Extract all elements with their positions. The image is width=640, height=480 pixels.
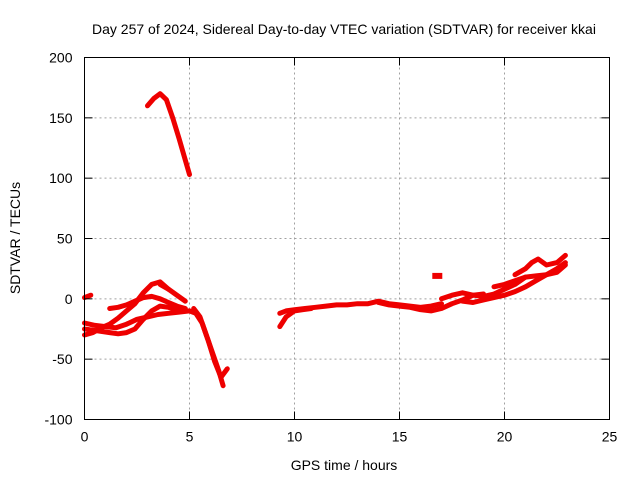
- y-tick-label: 100: [49, 170, 73, 186]
- x-axis-label: GPS time / hours: [291, 457, 398, 473]
- series-arc-12: [439, 274, 528, 302]
- series-arc-3: [82, 279, 171, 338]
- x-tick-label: 25: [602, 429, 618, 445]
- series-arc-11: [376, 291, 486, 314]
- y-tick-label: 150: [49, 110, 73, 126]
- data-series: [82, 91, 568, 389]
- series-arc-14: [491, 262, 568, 290]
- y-axis-label: SDTVAR / TECUs: [7, 182, 23, 294]
- y-tick-label: -100: [44, 412, 72, 428]
- x-tick-label: 15: [392, 429, 408, 445]
- y-tick-label: 0: [65, 291, 73, 307]
- x-tick-label: 0: [81, 429, 89, 445]
- series-arc-high: [145, 91, 192, 177]
- y-tick-label: 200: [49, 50, 73, 66]
- chart-title: Day 257 of 2024, Sidereal Day-to-day VTE…: [92, 21, 596, 37]
- series-point-a: [432, 272, 443, 279]
- x-tick-label: 20: [497, 429, 513, 445]
- axis-ticks: 0 5 10 15 20 25 -100 -50 0 50 100 150 200: [44, 50, 617, 445]
- x-tick-label: 10: [287, 429, 303, 445]
- series-arc-5: [157, 281, 188, 304]
- series-arc-2: [82, 303, 188, 337]
- y-tick-label: -50: [52, 351, 72, 367]
- y-tick-label: 50: [57, 231, 73, 247]
- series-arc-4: [107, 293, 188, 311]
- series-arc-15: [512, 252, 568, 278]
- x-tick-label: 5: [186, 429, 194, 445]
- grid-lines: [84, 57, 610, 420]
- series-arc-8: [191, 306, 226, 389]
- series-arc-6: [82, 292, 94, 301]
